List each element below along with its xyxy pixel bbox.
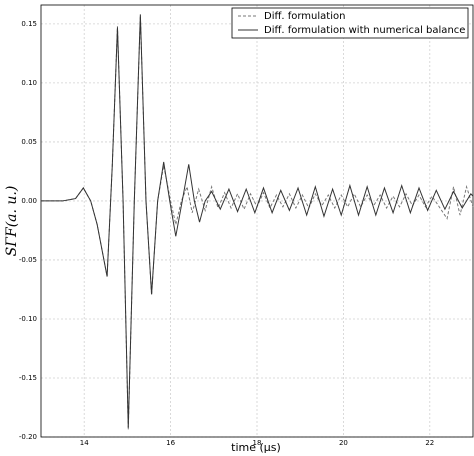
y-tick-label: 0.05	[21, 138, 37, 146]
y-axis-label: SΓF(a. u.)	[4, 186, 20, 257]
legend-label: Diff. formulation	[264, 11, 345, 22]
y-tick-label: -0.15	[19, 374, 37, 382]
legend-label: Diff. formulation with numerical balance	[264, 25, 465, 36]
x-tick-label: 20	[339, 439, 348, 447]
x-axis-label: time (μs)	[231, 441, 281, 454]
y-tick-label: 0.15	[21, 20, 37, 28]
y-tick-label: -0.20	[19, 433, 37, 441]
y-tick-label: 0.00	[21, 197, 37, 205]
x-tick-label: 16	[166, 439, 175, 447]
y-tick-label: -0.05	[19, 256, 37, 264]
y-tick-label: -0.10	[19, 315, 37, 323]
x-tick-label: 18	[253, 439, 262, 447]
x-tick-label: 14	[80, 439, 89, 447]
x-tick-label: 22	[425, 439, 434, 447]
legend-box	[231, 7, 469, 39]
series-line	[41, 14, 474, 428]
y-tick-label: 0.10	[21, 79, 37, 87]
plot-frame	[40, 4, 474, 438]
